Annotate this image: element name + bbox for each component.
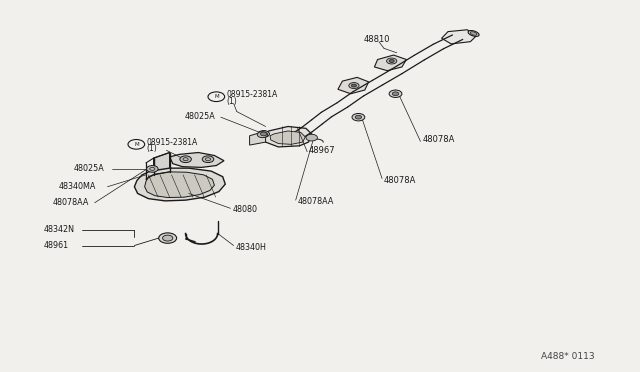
Ellipse shape	[470, 32, 477, 35]
Circle shape	[389, 90, 402, 97]
Text: 48025A: 48025A	[74, 164, 104, 173]
Circle shape	[392, 92, 399, 96]
Text: 48025A: 48025A	[184, 112, 215, 121]
Polygon shape	[145, 172, 214, 198]
Polygon shape	[170, 153, 224, 167]
Circle shape	[180, 156, 191, 163]
Text: 48080: 48080	[232, 205, 257, 214]
Text: 48810: 48810	[364, 35, 390, 44]
Text: 48340MA: 48340MA	[59, 182, 96, 190]
Text: 08915-2381A: 08915-2381A	[147, 138, 198, 147]
Text: 48961: 48961	[44, 241, 68, 250]
Circle shape	[257, 132, 268, 138]
Ellipse shape	[468, 31, 479, 36]
Text: 48967: 48967	[309, 146, 336, 155]
Text: (1): (1)	[227, 97, 237, 106]
Circle shape	[351, 84, 356, 87]
Circle shape	[352, 113, 365, 121]
Circle shape	[258, 131, 269, 137]
Polygon shape	[250, 131, 266, 145]
Polygon shape	[374, 55, 406, 71]
Circle shape	[387, 58, 397, 64]
Circle shape	[260, 132, 267, 136]
Circle shape	[306, 134, 317, 141]
Polygon shape	[264, 126, 312, 147]
Circle shape	[159, 233, 177, 243]
Circle shape	[163, 235, 173, 241]
Circle shape	[355, 115, 362, 119]
Polygon shape	[442, 30, 477, 44]
Text: 48078AA: 48078AA	[52, 198, 89, 207]
Circle shape	[349, 83, 359, 89]
Polygon shape	[154, 153, 170, 175]
Text: M: M	[134, 142, 139, 147]
Circle shape	[389, 60, 394, 62]
Circle shape	[147, 166, 158, 172]
Circle shape	[202, 156, 214, 163]
Text: 48342N: 48342N	[44, 225, 74, 234]
Text: 08915-2381A: 08915-2381A	[227, 90, 278, 99]
Text: M: M	[214, 94, 219, 99]
Polygon shape	[134, 168, 225, 201]
Text: 48078A: 48078A	[422, 135, 455, 144]
Text: A488* 0113: A488* 0113	[541, 352, 595, 361]
Text: 48078AA: 48078AA	[298, 197, 334, 206]
Text: 48078A: 48078A	[384, 176, 417, 185]
Polygon shape	[338, 77, 369, 94]
Text: 48340H: 48340H	[236, 243, 266, 252]
Text: (1): (1)	[147, 144, 157, 153]
Polygon shape	[270, 131, 305, 144]
